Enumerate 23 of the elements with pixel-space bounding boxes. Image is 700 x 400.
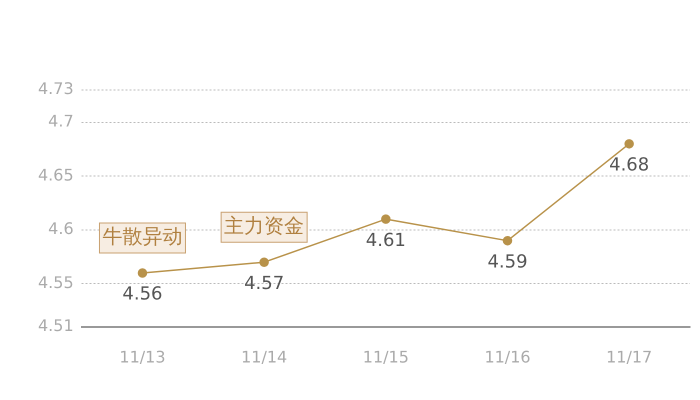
x-tick-label: 11/13	[119, 348, 166, 367]
y-tick-label: 4.6	[48, 219, 74, 238]
point	[502, 236, 512, 246]
data-label: 4.57	[244, 272, 284, 294]
x-tick-label: 11/16	[484, 348, 531, 367]
x-tick-label: 11/14	[241, 348, 288, 367]
data-label: 4.59	[487, 251, 528, 272]
x-tick-label: 11/15	[362, 348, 409, 367]
annotation: 主力资金	[224, 213, 304, 238]
point	[138, 268, 148, 278]
y-tick-label: 4.65	[38, 165, 74, 184]
point	[381, 214, 391, 224]
data-label: 4.68	[609, 154, 650, 176]
x-tick-label: 11/17	[606, 348, 652, 367]
data-label: 4.61	[366, 230, 406, 251]
data-label: 4.56	[122, 284, 162, 305]
y-tick-label: 4.7	[48, 111, 74, 130]
y-tick-label: 4.55	[38, 272, 74, 292]
annotation: 牛散异动	[102, 224, 182, 248]
point	[259, 257, 269, 267]
y-tick-label: 4.51	[38, 316, 74, 335]
point	[624, 139, 634, 149]
y-tick-label: 4.73	[38, 79, 74, 98]
